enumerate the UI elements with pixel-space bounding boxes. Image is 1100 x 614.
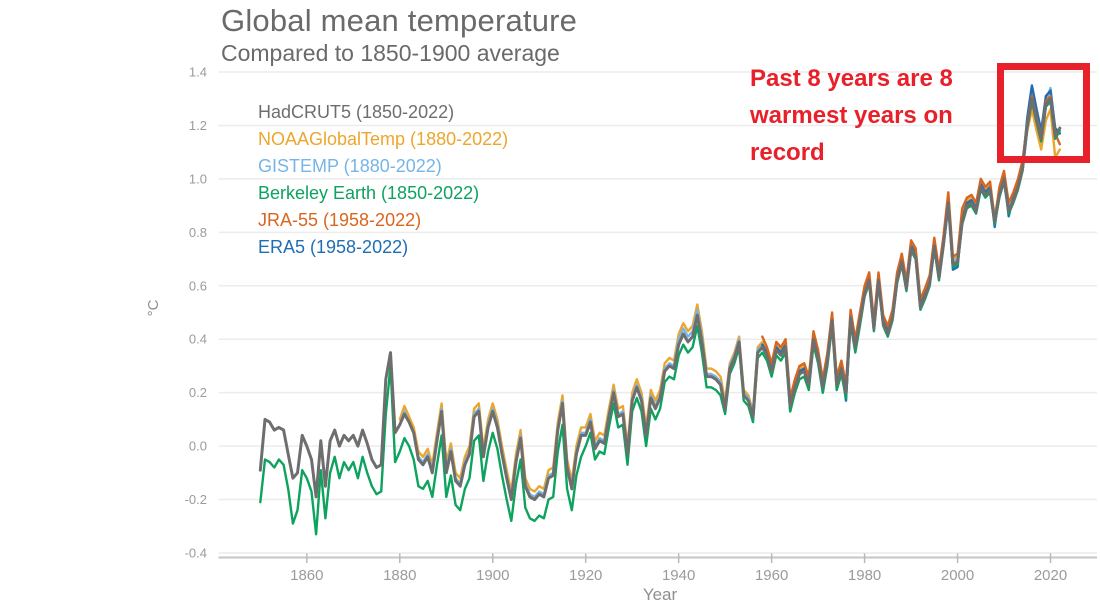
x-tick-label: 2020 [1034, 567, 1067, 584]
legend-item-berkeley-earth: Berkeley Earth (1850-2022) [258, 183, 480, 203]
legend-item-era5: ERA5 (1958-2022) [258, 237, 409, 257]
y-tick-label: 0.8 [189, 225, 207, 240]
legend-item-hadcrut5: HadCRUT5 (1850-2022) [258, 102, 455, 122]
y-axis-label: °C [145, 299, 162, 317]
y-tick-label: 1.0 [189, 171, 207, 186]
x-tick-label: 2000 [941, 567, 974, 584]
highlight-box [997, 63, 1090, 163]
y-tick-label: -0.2 [185, 492, 207, 507]
x-tick-label: 1920 [569, 567, 602, 584]
annotation-text: Past 8 years are 8 warmest years on reco… [750, 60, 953, 171]
x-tick-label: 1860 [290, 567, 323, 584]
x-tick-label: 1940 [662, 567, 695, 584]
y-tick-label: 0.6 [189, 278, 207, 293]
y-tick-label: 0.0 [189, 439, 207, 454]
x-tick-label: 1900 [476, 567, 509, 584]
x-tick-label: 1980 [848, 567, 881, 584]
legend-item-gistemp: GISTEMP (1880-2022) [258, 156, 442, 176]
x-axis-label: Year [642, 585, 678, 604]
chart-subtitle: Compared to 1850-1900 average [221, 40, 560, 66]
legend: HadCRUT5 (1850-2022) NOAAGlobalTemp (188… [258, 99, 508, 261]
x-tick-label: 1880 [383, 567, 416, 584]
y-tick-label: 1.2 [189, 118, 207, 133]
chart-title: Global mean temperature [221, 3, 578, 38]
legend-item-jra-55: JRA-55 (1958-2022) [258, 210, 422, 230]
y-tick-label: -0.4 [185, 546, 207, 561]
annotation-line-3: record [750, 139, 825, 166]
y-tick-label: 0.2 [189, 385, 207, 400]
annotation-line-2: warmest years on [750, 102, 953, 129]
annotation-line-1: Past 8 years are 8 [750, 65, 953, 92]
x-tick-label: 1960 [755, 567, 788, 584]
legend-item-noaaglobaltemp: NOAAGlobalTemp (1880-2022) [258, 129, 509, 149]
y-tick-label: 1.4 [189, 65, 207, 80]
y-tick-label: 0.4 [189, 332, 207, 347]
series-line-hadcrut5 [258, 97, 1062, 502]
